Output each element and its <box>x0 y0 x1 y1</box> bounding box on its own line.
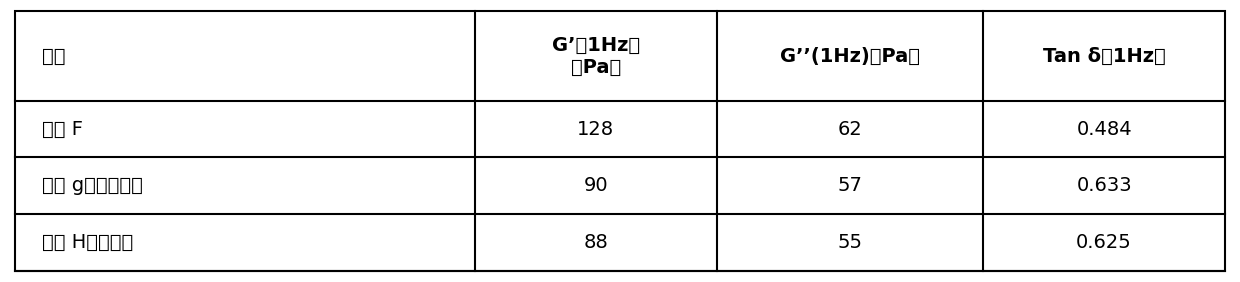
Text: 0.484: 0.484 <box>1076 120 1132 139</box>
Text: 88: 88 <box>584 233 608 252</box>
Text: 0.625: 0.625 <box>1076 233 1132 252</box>
Text: 制剂: 制剂 <box>42 47 66 65</box>
Text: 凝胶 g（本发明）: 凝胶 g（本发明） <box>42 176 144 195</box>
Text: G’’(1Hz)（Pa）: G’’(1Hz)（Pa） <box>780 47 920 65</box>
Text: 62: 62 <box>837 120 862 139</box>
Text: 凝胶 F: 凝胶 F <box>42 120 83 139</box>
Text: G’（1Hz）
（Pa）: G’（1Hz） （Pa） <box>552 36 640 76</box>
Text: 128: 128 <box>578 120 614 139</box>
Text: 90: 90 <box>584 176 608 195</box>
Text: 55: 55 <box>837 233 863 252</box>
Text: 0.633: 0.633 <box>1076 176 1132 195</box>
Text: 凝胶 H（参比）: 凝胶 H（参比） <box>42 233 134 252</box>
Text: Tan δ（1Hz）: Tan δ（1Hz） <box>1043 47 1166 65</box>
Text: 57: 57 <box>837 176 862 195</box>
